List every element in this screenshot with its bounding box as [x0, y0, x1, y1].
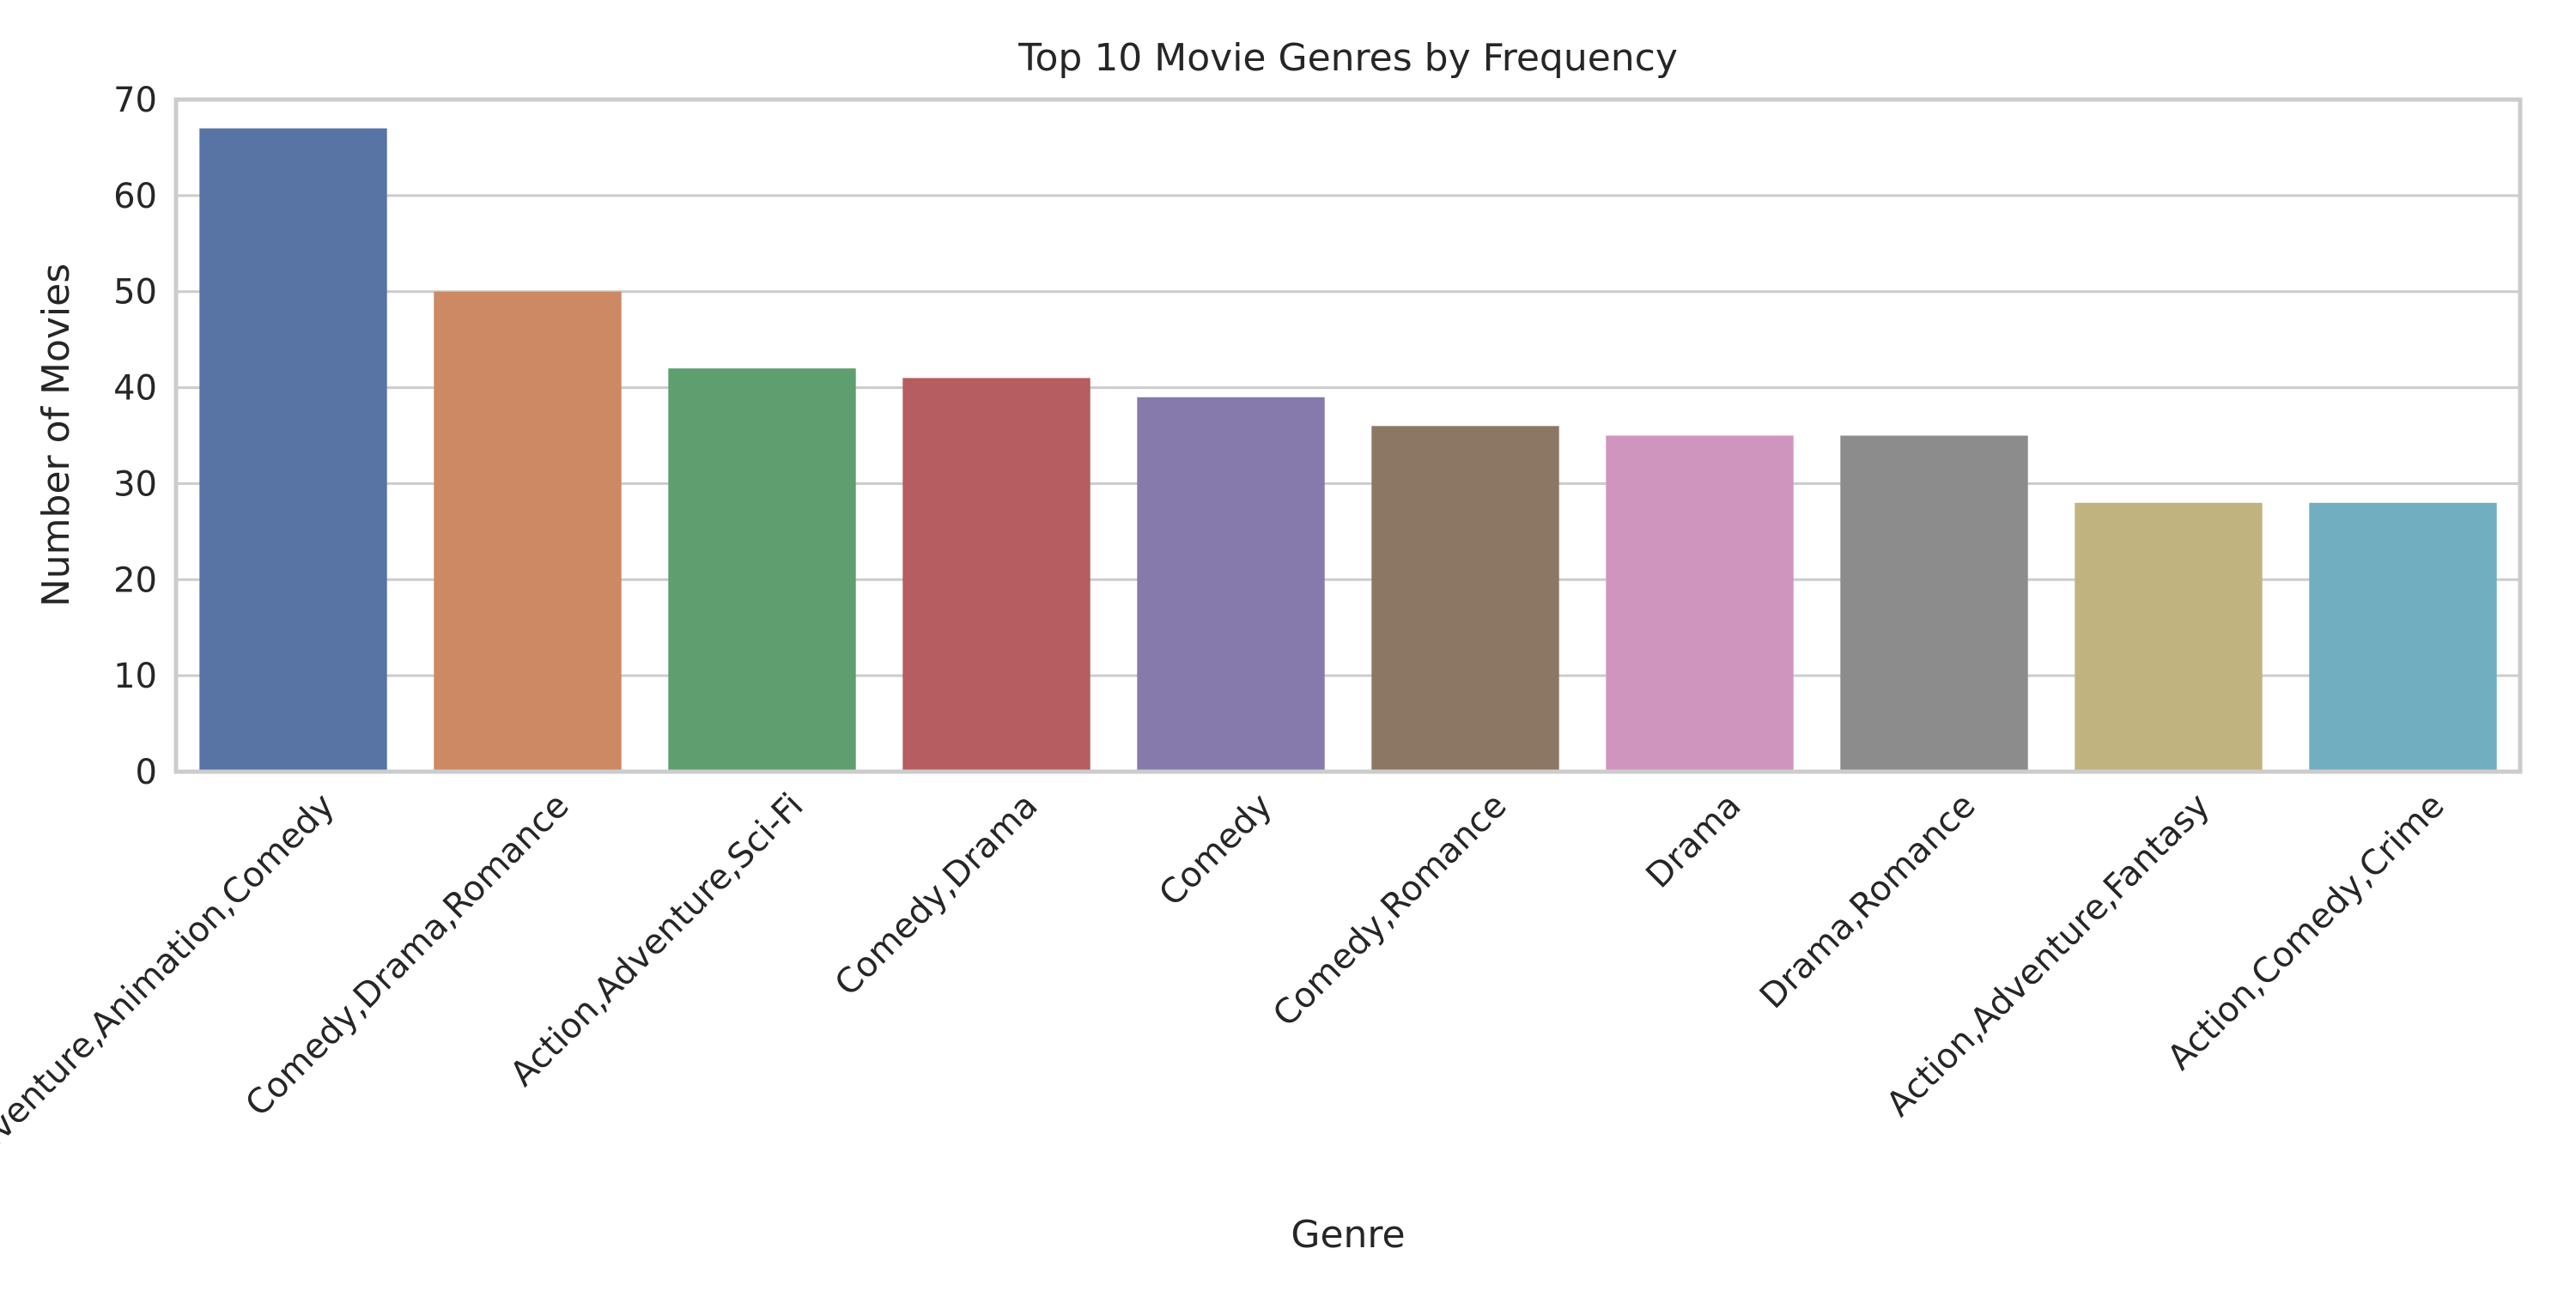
bar	[668, 368, 856, 772]
plot-frame	[173, 97, 2523, 774]
bar	[1137, 397, 1325, 772]
bar	[1840, 435, 2028, 772]
y-axis-label: Number of Movies	[34, 264, 78, 607]
bar	[434, 291, 622, 772]
y-tick-labels: 0 10 20 30 40 50 60 70	[113, 81, 157, 792]
bar	[902, 378, 1091, 772]
y-tick-label: 30	[113, 464, 157, 504]
y-tick-label: 60	[113, 177, 157, 216]
y-tick-label: 0	[136, 753, 157, 792]
bar	[2075, 502, 2263, 772]
bar	[1606, 435, 1794, 772]
bar	[2309, 502, 2497, 772]
y-tick-label: 10	[113, 657, 157, 696]
y-tick-label: 70	[113, 81, 157, 120]
y-tick-label: 20	[113, 561, 157, 600]
chart-title: Top 10 Movie Genres by Frequency	[1018, 36, 1678, 80]
bar	[199, 128, 387, 773]
x-axis-label: Genre	[1291, 1213, 1405, 1257]
bars	[199, 128, 2497, 773]
y-tick-label: 50	[113, 273, 157, 312]
bar	[1371, 426, 1559, 772]
y-tick-label: 40	[113, 369, 157, 409]
